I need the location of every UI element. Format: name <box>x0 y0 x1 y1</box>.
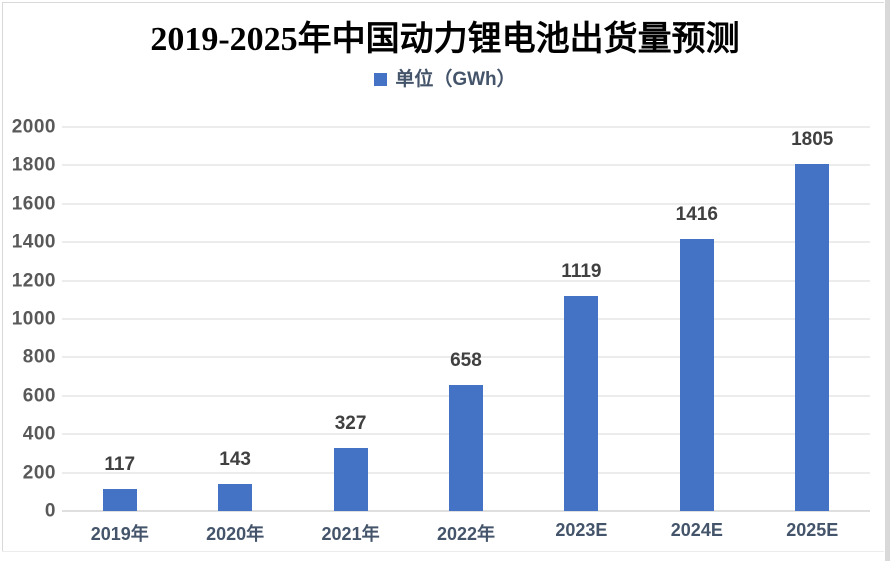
legend: 单位（GWh） <box>0 70 890 89</box>
y-tick-label: 1200 <box>11 270 56 292</box>
gridline <box>62 203 870 205</box>
bar-slot: 658 <box>408 127 523 511</box>
frame-edge-bottom <box>2 551 884 552</box>
bar-slot: 1805 <box>755 127 870 511</box>
bar-2023E <box>564 296 599 511</box>
y-tick-label: 800 <box>22 346 56 368</box>
x-tick-label: 2025E <box>786 520 839 540</box>
x-axis-line <box>62 510 870 512</box>
frame-edge-right <box>885 0 890 561</box>
gridline <box>62 126 870 128</box>
y-tick-label: 1000 <box>11 308 56 330</box>
data-label: 327 <box>334 413 367 435</box>
y-tick-label: 1800 <box>11 154 56 176</box>
bar-2019年 <box>102 488 137 511</box>
y-tick-label: 0 <box>44 500 56 522</box>
bar-slot: 117 <box>62 127 177 511</box>
chart-title: 2019-2025年中国动力锂电池出货量预测 <box>150 21 740 58</box>
gridline <box>62 280 870 282</box>
x-tick-label: 2022年 <box>436 524 495 544</box>
x-tick-label: 2023E <box>555 520 608 540</box>
bar-2024E <box>679 239 714 511</box>
bar-2020年 <box>218 483 253 511</box>
bar-slot: 327 <box>293 127 408 511</box>
legend-swatch-icon <box>374 73 388 86</box>
bar-slot: 143 <box>177 127 292 511</box>
x-tick-label: 2021年 <box>321 524 380 544</box>
x-axis: 2019年 2020年 2021年 2022年 2023E 2024E 2025E <box>62 520 870 546</box>
gridline <box>62 356 870 358</box>
y-tick-label: 1600 <box>11 193 56 215</box>
x-tick-label: 2024E <box>670 520 723 540</box>
gridline <box>62 318 870 320</box>
data-label: 117 <box>104 453 136 475</box>
bar-2021年 <box>333 448 368 511</box>
frame-edge-top <box>2 2 884 3</box>
x-tick-label: 2020年 <box>206 524 265 544</box>
y-axis: 0 200 400 600 800 1000 1200 1400 1600 1800 2000 <box>0 118 56 521</box>
gridline <box>62 164 870 166</box>
data-label: 143 <box>219 448 251 470</box>
data-label: 1119 <box>561 261 602 283</box>
bar-slot: 1416 <box>639 127 754 511</box>
frame-edge-left <box>2 2 3 552</box>
y-tick-label: 400 <box>22 423 56 445</box>
y-tick-label: 600 <box>22 385 56 407</box>
plot-area: 117 143 327 658 1119 1416 1805 <box>62 126 870 512</box>
data-label: 1805 <box>791 129 834 151</box>
data-label: 1416 <box>675 204 718 226</box>
legend-label: 单位（GWh） <box>395 69 516 90</box>
y-tick-label: 2000 <box>11 116 56 138</box>
bar-slot: 1119 <box>524 127 639 511</box>
bar-2025E <box>795 164 830 511</box>
bar-2022年 <box>448 384 483 511</box>
x-tick-label: 2019年 <box>90 524 149 544</box>
y-tick-label: 1400 <box>11 231 56 253</box>
gridline <box>62 241 870 243</box>
data-label: 658 <box>450 349 482 371</box>
y-tick-label: 200 <box>22 462 56 484</box>
